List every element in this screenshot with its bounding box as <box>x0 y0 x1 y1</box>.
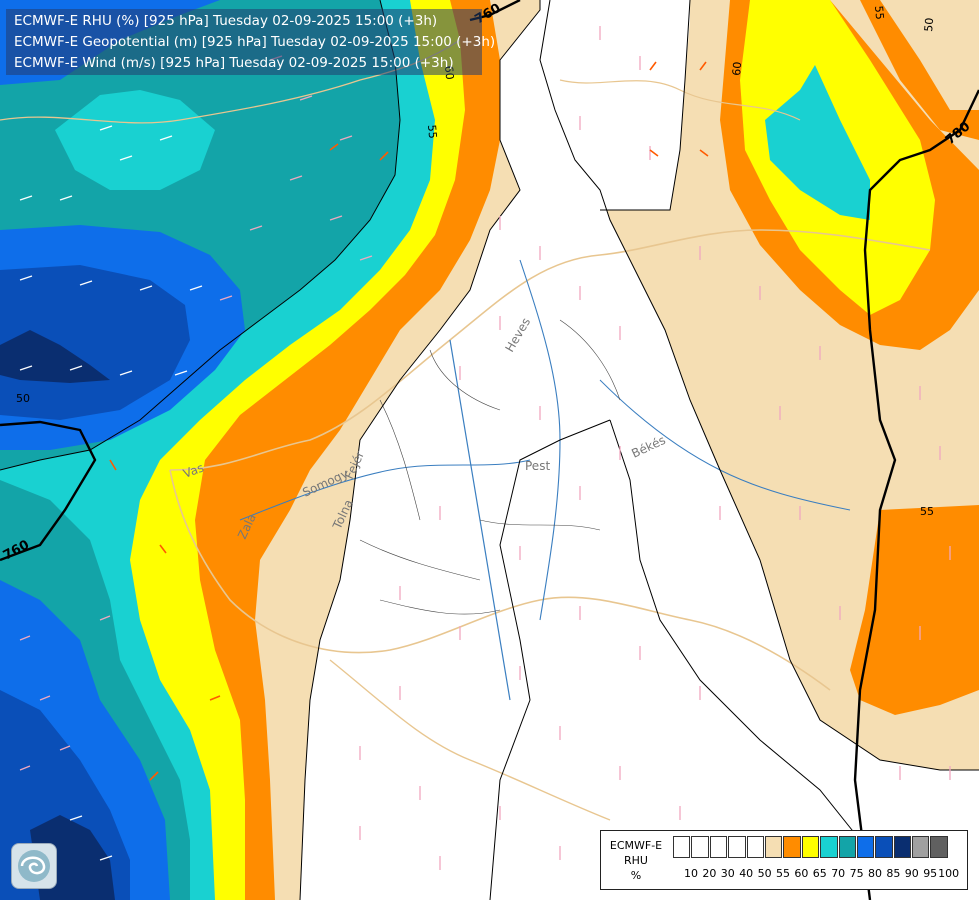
region-vas: Vas <box>181 461 205 481</box>
legend-swatch <box>875 836 893 858</box>
legend-swatch <box>930 836 948 858</box>
legend-tick-label: 40 <box>739 867 754 880</box>
legend-swatch <box>673 836 691 858</box>
legend-tick-label: 90 <box>904 867 919 880</box>
title-line-rhu: ECMWF-E RHU (%) [925 hPa] Tuesday 02-09-… <box>14 13 438 29</box>
legend-swatch <box>801 836 820 858</box>
legend-unit: % <box>630 869 642 882</box>
legend-tick-label: 65 <box>812 867 827 880</box>
legend-variable: RHU <box>624 854 648 867</box>
legend-tick-label: 100 <box>938 867 960 880</box>
legend-tick-label: 95 <box>923 867 938 880</box>
legend-tick-label: 20 <box>702 867 717 880</box>
title-line-wind: ECMWF-E Wind (m/s) [925 hPa] Tuesday 02-… <box>14 55 454 71</box>
legend-tick-label: 80 <box>868 867 882 880</box>
rh-label-60-mid: 60 <box>730 61 744 76</box>
legend-swatch <box>764 836 783 858</box>
legend-swatch <box>893 836 912 858</box>
legend-tick-label: 60 <box>794 867 809 880</box>
legend-tick-label: 30 <box>720 867 735 880</box>
legend-swatch <box>728 836 746 858</box>
legend-model: ECMWF-E <box>609 839 663 852</box>
wind-barbs <box>19 26 951 871</box>
legend-color-bar <box>673 836 949 858</box>
rh-label-50-top-right: 50 <box>922 17 936 32</box>
legend-tick-label: 55 <box>776 867 790 880</box>
title-line-geopotential: ECMWF-E Geopotential (m) [925 hPa] Tuesd… <box>14 34 496 50</box>
legend-tick-label: 70 <box>831 867 846 880</box>
rh-label-50-left: 50 <box>16 392 30 405</box>
color-legend: ECMWF-E RHU % 10 20 30 40 50 55 60 65 70 75 80 85 90… <box>600 830 968 890</box>
legend-ticks: 10 20 30 40 50 55 60 65 70 75 80 85 90 95 100 <box>673 867 965 881</box>
legend-swatch <box>709 836 728 858</box>
legend-name: ECMWF-E RHU % <box>605 838 667 883</box>
rh-label-55-right: 55 <box>920 505 934 518</box>
legend-swatch <box>783 836 801 858</box>
legend-swatch <box>856 836 875 858</box>
legend-tick-label: 85 <box>886 867 901 880</box>
legend-tick-label: 50 <box>757 867 772 880</box>
legend-swatch <box>912 836 930 858</box>
rh-label-55-upper: 55 <box>872 5 886 20</box>
borders-layer <box>0 39 931 821</box>
legend-tick-label: 10 <box>684 867 698 880</box>
legend-swatch <box>820 836 838 858</box>
legend-swatch <box>746 836 764 858</box>
ecmwf-logo-icon <box>11 843 57 889</box>
legend-tick-label: 75 <box>849 867 864 880</box>
map-title-box: ECMWF-E RHU (%) [925 hPa] Tuesday 02-09-… <box>6 9 496 75</box>
rh-label-55-top: 55 <box>425 124 439 139</box>
region-pest: Pest <box>525 459 550 473</box>
legend-swatch <box>838 836 856 858</box>
legend-swatch <box>691 836 709 858</box>
